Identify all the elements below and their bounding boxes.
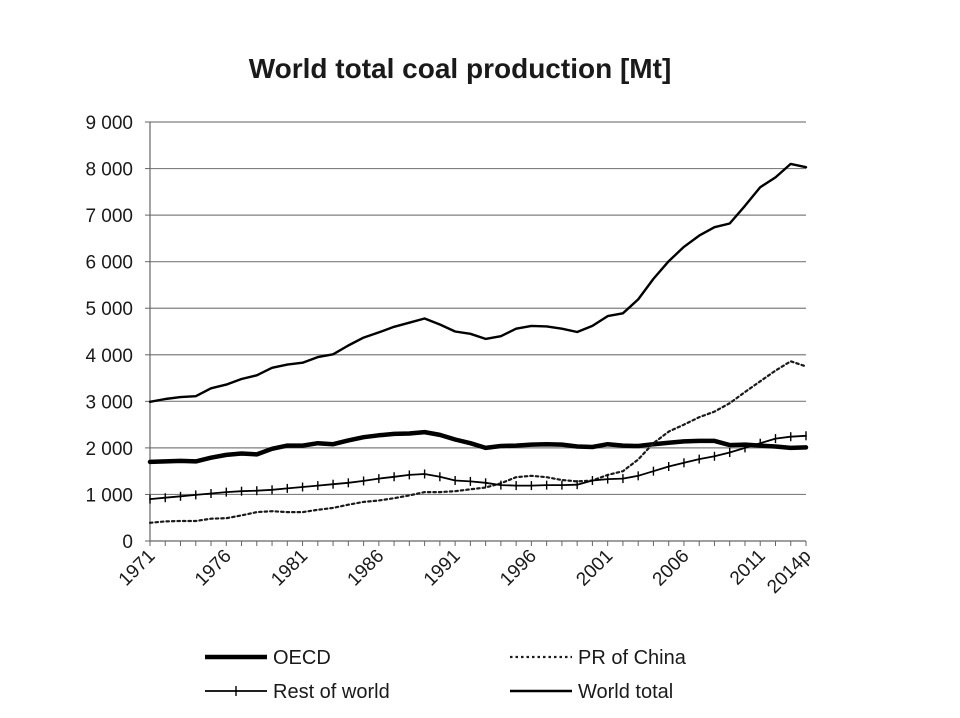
y-tick-label: 8 000 <box>85 160 133 181</box>
chart-title: World total coal production [Mt] <box>249 53 672 84</box>
y-tick-label: 4 000 <box>85 346 133 367</box>
y-tick-label: 3 000 <box>85 392 133 413</box>
series-line-rest-of-world <box>149 434 807 501</box>
x-tick-label: 1976 <box>191 546 236 591</box>
legend-label-pr-of-china: PR of China <box>578 647 687 669</box>
x-tick-label: 1991 <box>420 546 465 591</box>
y-tick-label: 5 000 <box>85 299 133 320</box>
legend-label-oecd: OECD <box>273 647 331 669</box>
gridlines <box>150 121 806 496</box>
y-tick-label: 0 <box>122 532 133 553</box>
x-tick-label: 2006 <box>649 546 694 591</box>
x-tick-label: 1981 <box>267 546 312 591</box>
legend-label-rest-of-world: Rest of world <box>273 681 390 703</box>
x-tick-label: 1996 <box>496 546 541 591</box>
x-tick-label: 1986 <box>344 546 389 591</box>
y-tick-label: 2 000 <box>85 439 133 460</box>
series-line-pr-of-china <box>148 360 808 524</box>
y-tick-label: 1 000 <box>85 485 133 506</box>
legend-label-world-total: World total <box>578 681 673 703</box>
data-series <box>147 162 809 524</box>
y-tick-label: 7 000 <box>85 206 133 227</box>
x-tick-label: 2001 <box>572 546 617 591</box>
axes <box>145 121 807 546</box>
x-tick-label: 2014p <box>763 546 815 598</box>
series-line-oecd <box>147 429 809 465</box>
legend: OECD PR of China Rest of world World total <box>205 647 687 703</box>
y-axis-tick-labels: 0 1 000 2 000 3 000 4 000 5 000 6 000 7 000 8 00… <box>85 113 133 553</box>
series-line-world-total <box>148 162 808 403</box>
y-tick-label: 6 000 <box>85 253 133 274</box>
y-tick-label: 9 000 <box>85 113 133 134</box>
x-axis-tick-labels: 1971 1976 1981 1986 1991 1996 2001 2006 20112014… <box>115 546 816 598</box>
